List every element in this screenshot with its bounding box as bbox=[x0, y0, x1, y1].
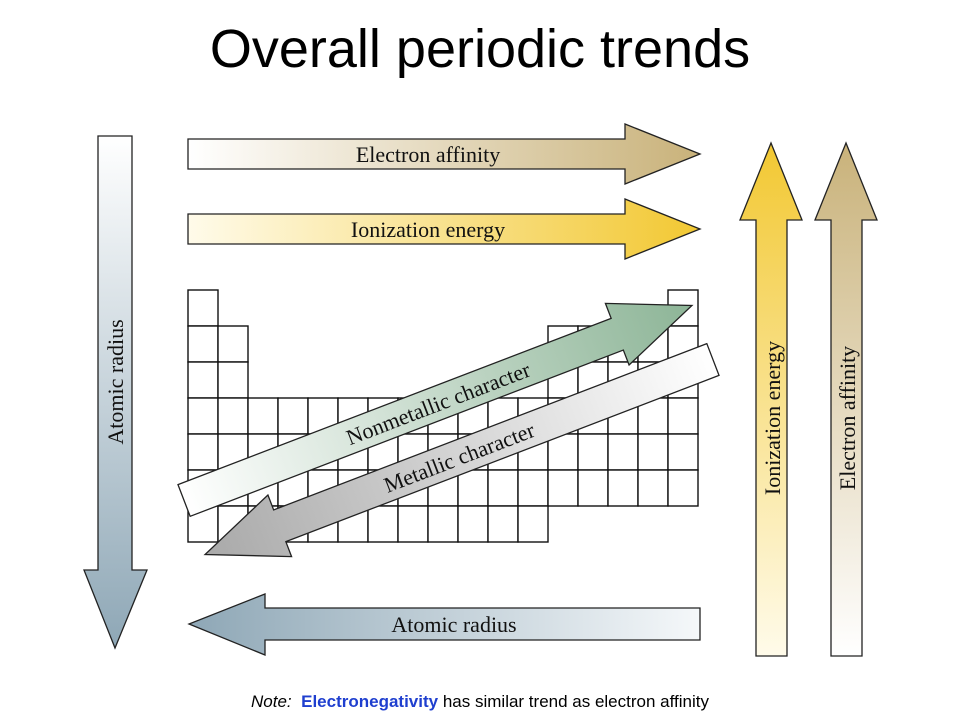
table-cell bbox=[637, 433, 669, 471]
ionization-energy-arrow-vertical: Ionization energy bbox=[739, 141, 803, 657]
table-cell bbox=[187, 361, 219, 399]
table-cell bbox=[667, 397, 699, 435]
footnote: Note: Electronegativity has similar tren… bbox=[0, 692, 960, 712]
electron-affinity-arrow-horizontal: Electron affinity bbox=[187, 123, 702, 185]
table-cell bbox=[187, 289, 219, 327]
table-cell bbox=[307, 397, 339, 435]
ionization-energy-vertical-label: Ionization energy bbox=[760, 341, 785, 495]
table-cell bbox=[217, 361, 249, 399]
electron-affinity-arrow-vertical: Electron affinity bbox=[814, 141, 878, 657]
table-cell bbox=[667, 469, 699, 507]
table-cell bbox=[607, 433, 639, 471]
table-cell bbox=[577, 433, 609, 471]
table-cell bbox=[187, 397, 219, 435]
table-cell bbox=[487, 469, 519, 507]
page-title: Overall periodic trends bbox=[209, 19, 751, 79]
table-cell bbox=[427, 505, 459, 543]
table-cell bbox=[607, 469, 639, 507]
table-cell bbox=[577, 469, 609, 507]
table-cell bbox=[397, 505, 429, 543]
atomic-radius-arrow-horizontal: Atomic radius bbox=[187, 593, 701, 656]
table-cell bbox=[247, 397, 279, 435]
table-cell bbox=[487, 505, 519, 543]
note-term: Electronegativity bbox=[301, 692, 439, 711]
table-cell bbox=[457, 469, 489, 507]
electron-affinity-vertical-label: Electron affinity bbox=[835, 346, 860, 490]
table-cell bbox=[367, 505, 399, 543]
electron-affinity-label: Electron affinity bbox=[356, 142, 500, 167]
table-cell bbox=[217, 325, 249, 363]
ionization-energy-arrow-horizontal: Ionization energy bbox=[187, 198, 702, 260]
table-cell bbox=[457, 505, 489, 543]
note-rest: has similar trend as electron affinity bbox=[442, 692, 709, 711]
table-cell bbox=[277, 397, 309, 435]
table-cell bbox=[547, 469, 579, 507]
atomic-radius-arrow-vertical: Atomic radius bbox=[83, 135, 148, 650]
atomic-radius-label: Atomic radius bbox=[391, 612, 516, 637]
table-cell bbox=[517, 505, 549, 543]
table-cell bbox=[517, 469, 549, 507]
ionization-energy-label: Ionization energy bbox=[351, 217, 505, 242]
table-cell bbox=[667, 433, 699, 471]
note-lead: Note: bbox=[251, 692, 292, 711]
table-cell bbox=[187, 433, 219, 471]
table-cell bbox=[637, 469, 669, 507]
table-cell bbox=[217, 397, 249, 435]
atomic-radius-vertical-label: Atomic radius bbox=[103, 319, 128, 444]
table-cell bbox=[187, 325, 219, 363]
